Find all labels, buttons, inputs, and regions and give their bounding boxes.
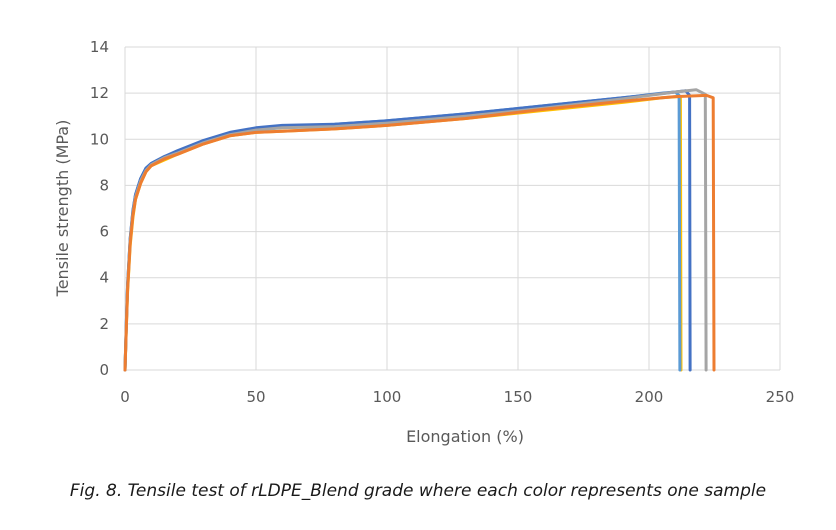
x-axis-title: Elongation (%) [406,427,524,446]
x-tick-label: 100 [373,388,402,406]
series-line-3 [123,89,692,372]
series-line-5 [123,93,716,372]
series-line-4 [123,88,708,372]
x-tick-label: 150 [504,388,533,406]
y-axis-title: Tensile strength (MPa) [53,120,72,298]
x-tick-label: 0 [120,388,130,406]
x-tick-label: 250 [766,388,795,406]
x-tick-label: 50 [246,388,265,406]
y-tick-label: 8 [99,176,109,194]
series-line-2 [123,90,682,372]
gridlines [124,46,781,371]
y-tick-labels: 0 2 4 6 8 10 12 14 [90,38,109,379]
y-tick-label: 12 [90,84,109,102]
y-tick-label: 6 [99,223,109,241]
y-tick-label: 2 [99,315,109,333]
y-tick-label: 10 [90,130,109,148]
y-tick-label: 0 [99,361,109,379]
figure-caption: Fig. 8. Tensile test of rLDPE_Blend grad… [69,481,767,501]
y-tick-label: 4 [99,269,109,287]
tensile-chart: 0 50 100 150 200 250 0 2 4 6 8 10 12 14 Elongation (… [53,38,794,446]
x-tick-labels: 0 50 100 150 200 250 [120,388,794,406]
data-series [123,88,716,372]
x-tick-label: 200 [635,388,664,406]
y-tick-label: 14 [90,38,109,56]
